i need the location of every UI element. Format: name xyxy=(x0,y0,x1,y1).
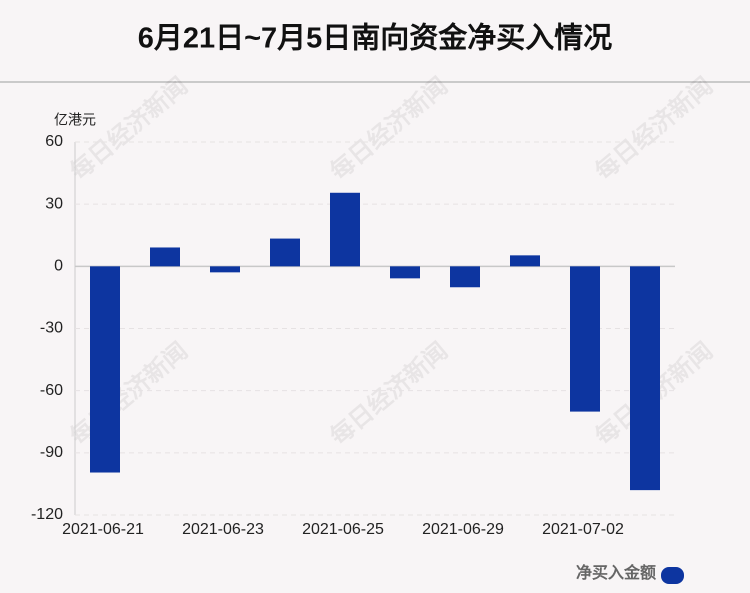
bar xyxy=(630,266,660,491)
y-tick-label: -90 xyxy=(40,444,63,461)
legend-label: 净买入金额 xyxy=(576,563,656,582)
bar xyxy=(210,266,240,273)
x-tick-label: 2021-06-21 xyxy=(62,521,144,538)
bar xyxy=(270,238,300,267)
bar xyxy=(450,266,480,288)
legend-swatch xyxy=(661,567,684,584)
bar xyxy=(510,255,540,267)
x-tick-label: 2021-06-29 xyxy=(422,521,504,538)
x-tick-label: 2021-06-25 xyxy=(302,521,384,538)
y-tick-label: -120 xyxy=(31,506,63,523)
y-tick-label: -30 xyxy=(40,320,63,337)
bar xyxy=(390,266,420,279)
bar xyxy=(150,247,180,267)
y-tick-label: 60 xyxy=(45,133,63,150)
y-tick-label: 0 xyxy=(54,258,63,275)
y-tick-label: -60 xyxy=(40,382,63,399)
x-tick-label: 2021-07-02 xyxy=(542,521,624,538)
y-unit: 亿港元 xyxy=(54,112,96,128)
y-tick-label: 30 xyxy=(45,195,63,212)
x-tick-label: 2021-06-23 xyxy=(182,521,264,538)
bar xyxy=(570,266,600,412)
bar xyxy=(90,266,120,473)
bar xyxy=(330,192,360,267)
chart-title: 6月21日~7月5日南向资金净买入情况 xyxy=(138,21,613,55)
